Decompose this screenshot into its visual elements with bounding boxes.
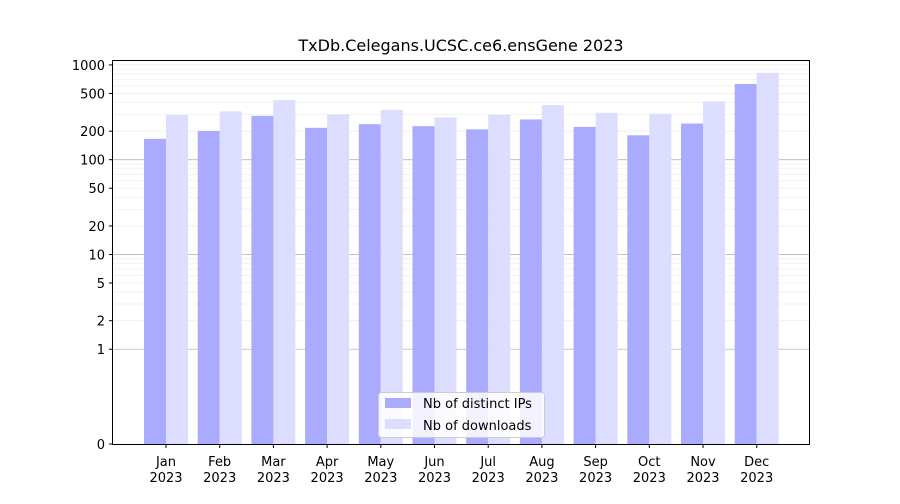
x-tick-label-year: 2023 — [364, 471, 397, 486]
x-tick-label-month: Jul — [479, 455, 496, 470]
bar-downloads — [488, 114, 511, 444]
bar-distinct-ips — [144, 138, 166, 444]
bar-distinct-ips — [412, 126, 435, 444]
bar-distinct-ips — [627, 135, 650, 445]
x-tick-label-month: Mar — [261, 455, 286, 470]
bar-distinct-ips — [681, 123, 703, 444]
x-tick-label-month: Nov — [690, 455, 716, 470]
bar-downloads — [273, 100, 296, 445]
legend-swatch-distinct-ips — [385, 398, 411, 408]
y-tick-label: 20 — [88, 220, 105, 235]
bar-distinct-ips — [519, 119, 542, 444]
legend-swatch-downloads — [385, 419, 411, 429]
bar-downloads — [756, 72, 779, 444]
bar-distinct-ips — [573, 126, 596, 444]
bar-downloads — [380, 109, 403, 445]
y-tick-label: 1000 — [72, 59, 105, 74]
x-tick-label-month: May — [367, 455, 394, 470]
x-tick-label-year: 2023 — [418, 471, 451, 486]
x-tick-label-year: 2023 — [149, 471, 182, 486]
bar-downloads — [595, 112, 618, 444]
y-tick-label: 2 — [97, 315, 105, 330]
bar-distinct-ips — [305, 127, 328, 445]
legend: Nb of distinct IPs Nb of downloads — [378, 392, 545, 438]
legend-label-downloads: Nb of downloads — [423, 419, 532, 434]
x-tick-label-month: Jun — [423, 455, 444, 470]
bar-distinct-ips — [734, 83, 757, 444]
bar-downloads — [541, 105, 564, 444]
x-axis: Jan2023Feb2023Mar2023Apr2023May2023Jun20… — [149, 444, 773, 486]
x-tick-label-month: Jan — [155, 455, 176, 470]
x-tick-label-month: Feb — [208, 455, 231, 470]
bar-distinct-ips — [197, 130, 220, 445]
x-tick-label-year: 2023 — [472, 471, 505, 486]
x-tick-label-year: 2023 — [203, 471, 236, 486]
x-tick-label-year: 2023 — [633, 471, 666, 486]
bar-downloads — [649, 113, 672, 445]
y-tick-label: 50 — [88, 182, 105, 197]
y-tick-label: 500 — [80, 87, 105, 102]
y-tick-label: 0 — [97, 438, 105, 453]
bar-downloads — [166, 115, 188, 444]
x-tick-label-year: 2023 — [686, 471, 719, 486]
x-tick-label-year: 2023 — [579, 471, 612, 486]
bar-downloads — [327, 114, 350, 444]
bar-downloads — [703, 101, 725, 444]
bar-downloads — [219, 111, 242, 444]
bar-downloads — [434, 117, 457, 444]
x-tick-label-month: Sep — [583, 455, 608, 470]
legend-box — [378, 392, 545, 438]
y-tick-label: 100 — [80, 154, 105, 169]
y-tick-label: 5 — [97, 277, 105, 292]
x-tick-label-month: Oct — [638, 455, 660, 470]
bar-distinct-ips — [466, 129, 489, 444]
x-tick-label-year: 2023 — [257, 471, 290, 486]
y-tick-label: 1 — [97, 343, 105, 358]
legend-label-distinct-ips: Nb of distinct IPs — [423, 397, 532, 412]
chart-title: TxDb.Celegans.UCSC.ce6.ensGene 2023 — [297, 36, 623, 55]
x-tick-label-year: 2023 — [525, 471, 558, 486]
x-tick-label-month: Dec — [744, 455, 769, 470]
bar-distinct-ips — [358, 124, 381, 444]
x-tick-label-month: Apr — [316, 455, 339, 470]
x-tick-label-year: 2023 — [740, 471, 773, 486]
x-tick-label-month: Aug — [529, 455, 554, 470]
y-tick-label: 10 — [88, 248, 105, 263]
x-tick-label-year: 2023 — [311, 471, 344, 486]
y-tick-label: 200 — [80, 125, 105, 140]
bars — [144, 72, 779, 445]
plot-frame — [112, 60, 810, 445]
bar-distinct-ips — [251, 115, 274, 445]
y-axis: 0 1 2 5 10 20 50 100 200 500 1000 — [72, 59, 113, 453]
